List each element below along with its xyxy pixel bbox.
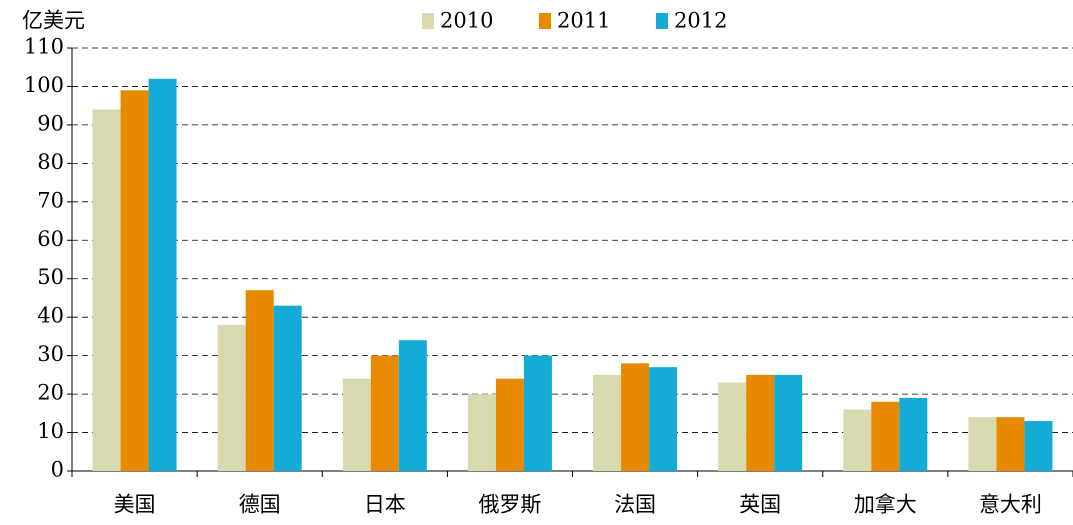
y-tick-label: 60 bbox=[37, 227, 64, 251]
bar bbox=[120, 90, 149, 472]
bar bbox=[495, 378, 524, 471]
x-tick-label: 俄罗斯 bbox=[478, 493, 541, 517]
bar bbox=[843, 409, 872, 471]
bar bbox=[996, 417, 1025, 471]
y-axis-label: 亿美元 bbox=[22, 9, 85, 33]
legend-label: 2010 bbox=[440, 9, 493, 33]
x-tick-label: 意大利 bbox=[979, 493, 1042, 517]
bar bbox=[148, 78, 177, 471]
bar bbox=[871, 401, 900, 471]
x-tick-label: 法国 bbox=[614, 493, 656, 517]
bar bbox=[217, 324, 246, 471]
y-tick-label: 80 bbox=[37, 150, 64, 174]
bar bbox=[467, 394, 496, 471]
y-tick-label: 100 bbox=[24, 73, 64, 97]
x-tick-label: 德国 bbox=[239, 493, 281, 517]
legend-label: 2012 bbox=[674, 9, 727, 33]
bar bbox=[273, 305, 302, 471]
bar bbox=[968, 417, 997, 471]
bar bbox=[1024, 421, 1053, 471]
bar bbox=[746, 374, 775, 471]
y-tick-label: 90 bbox=[37, 111, 64, 135]
y-tick-label: 50 bbox=[37, 265, 64, 289]
y-tick-label: 40 bbox=[37, 304, 64, 328]
bar bbox=[649, 367, 678, 471]
x-tick-label: 英国 bbox=[739, 493, 781, 517]
y-tick-label: 70 bbox=[37, 188, 64, 212]
y-tick-label: 30 bbox=[37, 342, 64, 366]
bar bbox=[342, 378, 371, 471]
bar bbox=[593, 374, 622, 471]
bar bbox=[774, 374, 803, 471]
bar bbox=[370, 355, 399, 471]
legend-swatch bbox=[539, 13, 551, 29]
bar bbox=[523, 355, 552, 471]
y-tick-label: 10 bbox=[37, 419, 64, 443]
bar bbox=[718, 382, 747, 471]
legend-swatch bbox=[656, 13, 668, 29]
x-tick-label: 加拿大 bbox=[854, 493, 917, 517]
bar bbox=[398, 340, 427, 471]
legend-swatch bbox=[422, 13, 434, 29]
bar bbox=[899, 397, 928, 471]
bar bbox=[621, 363, 650, 471]
x-tick-label: 美国 bbox=[114, 493, 156, 517]
bar bbox=[245, 290, 274, 471]
y-tick-label: 20 bbox=[37, 381, 64, 405]
legend-label: 2011 bbox=[557, 9, 610, 33]
bar bbox=[92, 109, 121, 471]
x-tick-label: 日本 bbox=[364, 493, 406, 517]
y-tick-label: 110 bbox=[24, 35, 64, 59]
y-tick-label: 0 bbox=[51, 458, 64, 482]
